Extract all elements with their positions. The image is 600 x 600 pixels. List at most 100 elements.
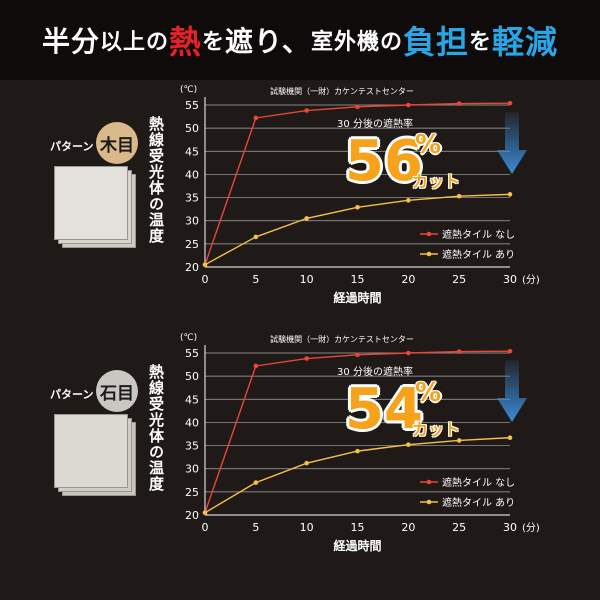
down-arrow-icon [497, 112, 527, 174]
data-point [304, 356, 309, 361]
data-point [507, 192, 513, 197]
y-tick-label: 35 [185, 192, 199, 205]
x-tick-label: 15 [351, 521, 365, 534]
chart-title: 試験機関（一財）カケンテストセンター [270, 86, 414, 96]
headline-part7: 負担 [402, 23, 469, 61]
result-label: 30 分後の遮熱率 [337, 365, 413, 378]
data-point [253, 363, 259, 369]
y-tick-label: 35 [185, 440, 199, 453]
data-point [202, 262, 208, 267]
data-point [253, 115, 259, 121]
y-axis-unit: (℃) [180, 333, 197, 343]
chart-title: 試験機関（一財）カケンテストセンター [270, 334, 414, 344]
line-chart-stone: 試験機関（一財）カケンテストセンター (℃) 20 25 30 35 40 45 50 55 0 5 1… [180, 333, 540, 553]
y-axis-vertical-label: 熱線受光体の温度 [147, 364, 165, 492]
data-point [355, 448, 360, 454]
line-chart-wood: 試験機関（一財）カケンテストセンター (℃) 20 25 30 35 40 45 50 55 0 5 1… [180, 85, 540, 305]
result-label: 30 分後の遮熱率 [337, 117, 413, 130]
legend-marker-0 [426, 479, 432, 485]
data-point [253, 234, 259, 240]
reduction-percent-sign: % [415, 378, 442, 408]
y-tick-label: 55 [185, 347, 199, 360]
legend-label-1: 遮熱タイル あり [442, 248, 515, 261]
reduction-number: 56 [345, 129, 423, 194]
headline-part8: を [468, 30, 492, 55]
headline-part1: 半分 [41, 25, 100, 58]
reduction-cut-text: カット [412, 172, 461, 191]
reduction-percent-sign: % [415, 130, 442, 160]
data-point [456, 193, 462, 199]
pattern-badge: 木目 [96, 122, 138, 164]
legend-marker-1 [426, 251, 432, 257]
data-point [304, 108, 309, 113]
pattern-label: パターン [50, 140, 94, 153]
y-tick-label: 50 [185, 122, 199, 135]
data-point [202, 510, 208, 515]
data-point [355, 204, 360, 210]
headline-part6: 室外機の [310, 30, 403, 55]
down-arrow-icon [497, 360, 527, 422]
y-tick-label: 40 [185, 168, 199, 181]
y-tick-label: 20 [185, 509, 199, 522]
y-tick-label: 30 [185, 215, 199, 228]
y-tick-label: 25 [185, 238, 199, 251]
x-tick-label: 20 [401, 521, 415, 534]
data-point [456, 349, 462, 354]
headline: 半分 以上の 熱 を 遮り、 室外機の 負担 を 軽減 [0, 0, 600, 80]
data-point [456, 101, 462, 106]
headline-part9: 軽減 [491, 23, 558, 61]
x-tick-label: 15 [351, 273, 365, 286]
reduction-cut-text: カット [412, 420, 461, 439]
x-axis-unit: (分) [522, 274, 540, 286]
headline-part2: 以上の [100, 30, 170, 55]
x-tick-label: 25 [452, 273, 466, 286]
reduction-number: 54 [345, 377, 423, 442]
x-axis-label: 経過時間 [333, 538, 381, 553]
legend-label-0: 遮熱タイル なし [442, 476, 515, 489]
legend-label-1: 遮熱タイル あり [442, 496, 515, 509]
data-point [507, 100, 513, 106]
x-tick-label: 10 [300, 273, 314, 286]
tile-sample-front [54, 166, 128, 240]
data-point [406, 102, 411, 108]
legend-marker-0 [426, 231, 432, 237]
headline-part3: 熱 [169, 23, 203, 61]
x-tick-label: 0 [202, 273, 209, 286]
tile-sample-front [54, 414, 128, 488]
data-point [406, 350, 411, 356]
chart-panel-stone: パターン 石目 熱線受光体の温度 試験機関（一財）カケンテストセンター (℃) 20… [0, 330, 600, 570]
y-tick-label: 30 [185, 463, 199, 476]
x-tick-label: 20 [401, 273, 415, 286]
y-axis-unit: (℃) [180, 85, 197, 95]
x-tick-label: 30 [503, 521, 517, 534]
x-tick-label: 30 [503, 273, 517, 286]
x-tick-label: 5 [252, 273, 259, 286]
pattern-label: パターン [50, 388, 94, 401]
data-point [253, 480, 259, 485]
data-point [304, 216, 309, 221]
y-axis-vertical-label: 熱線受光体の温度 [147, 116, 165, 244]
x-tick-label: 5 [252, 521, 259, 534]
data-point [456, 438, 462, 443]
pattern-badge: 石目 [96, 370, 138, 412]
data-point [406, 442, 411, 447]
data-point [507, 348, 513, 354]
y-tick-label: 45 [185, 145, 199, 158]
y-tick-label: 25 [185, 486, 199, 499]
data-point [406, 198, 411, 203]
data-point [355, 104, 360, 110]
x-tick-label: 0 [202, 521, 209, 534]
data-point [355, 352, 360, 358]
y-tick-label: 55 [185, 99, 199, 112]
legend-label-0: 遮熱タイル なし [442, 228, 515, 241]
y-tick-label: 40 [185, 416, 199, 429]
chart-panel-wood: パターン 木目 熱線受光体の温度 試験機関（一財）カケンテストセンター (℃) 20… [0, 82, 600, 322]
x-axis-label: 経過時間 [333, 290, 381, 305]
data-point [507, 435, 513, 441]
data-point [304, 460, 309, 466]
y-tick-label: 20 [185, 261, 199, 274]
headline-part4: を [202, 30, 226, 55]
headline-part5: 遮り、 [225, 25, 311, 58]
x-axis-unit: (分) [522, 522, 540, 534]
legend-marker-1 [426, 499, 432, 505]
